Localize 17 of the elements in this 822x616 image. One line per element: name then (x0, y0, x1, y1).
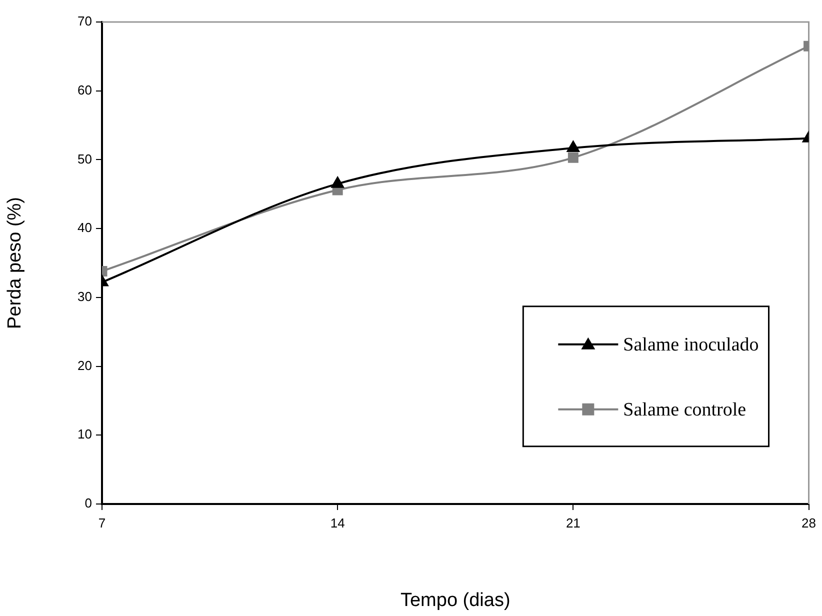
y-tick-label: 50 (78, 151, 92, 166)
y-tick-label: 70 (78, 14, 92, 29)
x-tick-label: 28 (802, 515, 816, 530)
y-tick-label: 60 (78, 82, 92, 98)
point (568, 152, 578, 163)
x-axis-title: Tempo (dias) (400, 590, 510, 611)
x-tick-label: 7 (98, 515, 106, 530)
legend-label: Salame inoculado (623, 334, 759, 356)
x-tick-label: 14 (330, 515, 345, 530)
x-tick-label: 21 (566, 515, 580, 530)
y-tick-label: 0 (84, 496, 92, 511)
y-tick-label: 20 (78, 358, 92, 373)
y-tick-label: 40 (78, 220, 92, 236)
y-axis-title: Perda peso (%) (4, 196, 26, 330)
y-tick-label: 30 (78, 289, 92, 304)
y-tick-label: 10 (78, 426, 92, 442)
legend-label: Salame controle (623, 399, 746, 420)
